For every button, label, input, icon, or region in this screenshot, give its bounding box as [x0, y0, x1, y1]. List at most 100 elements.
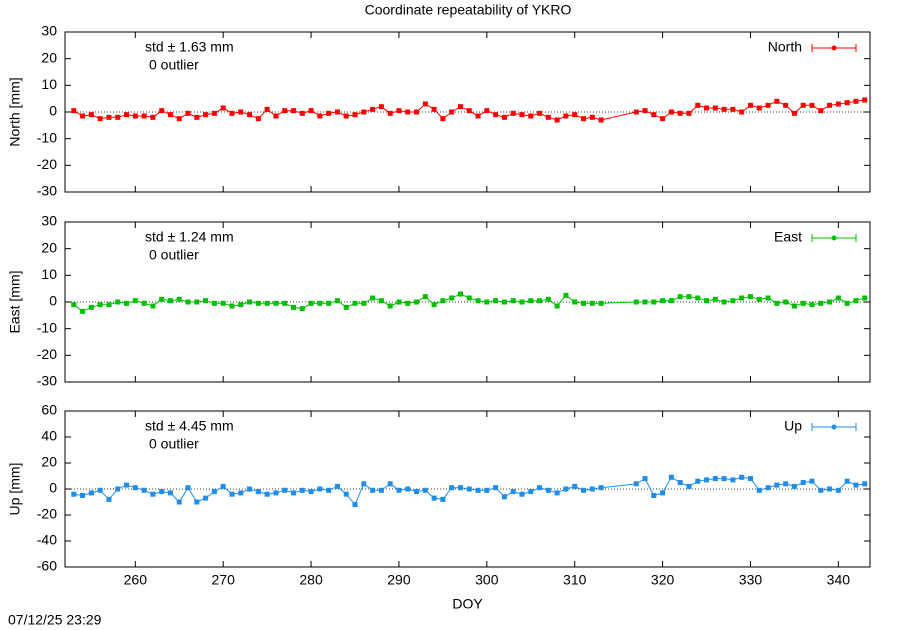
data-point — [537, 298, 543, 304]
data-point — [844, 100, 850, 106]
data-point — [431, 106, 437, 112]
data-point — [581, 487, 587, 493]
data-point — [290, 108, 296, 114]
data-point — [712, 105, 718, 111]
data-point — [660, 116, 666, 122]
data-point — [361, 300, 367, 306]
data-point — [115, 299, 121, 305]
y-tick-label: -30 — [37, 373, 57, 389]
data-point — [326, 110, 332, 116]
data-point — [88, 490, 94, 496]
data-point — [563, 113, 569, 119]
data-point — [211, 300, 217, 306]
data-point — [141, 113, 147, 119]
data-point — [264, 300, 270, 306]
data-point — [642, 299, 648, 305]
y-tick-label: 10 — [41, 76, 57, 92]
data-point — [167, 490, 173, 496]
data-point — [739, 295, 745, 301]
x-tick-label: 320 — [651, 572, 675, 588]
data-point — [633, 481, 639, 487]
outlier-annotation: 0 outlier — [149, 436, 199, 452]
data-point — [457, 104, 463, 110]
data-point — [704, 105, 710, 111]
data-point — [203, 112, 209, 118]
y-axis-label: North [mm] — [7, 77, 23, 146]
data-point — [343, 491, 349, 497]
data-point — [317, 113, 323, 119]
y-tick-label: -30 — [37, 183, 57, 199]
data-point — [809, 478, 815, 484]
data-point — [422, 294, 428, 300]
data-point — [132, 298, 138, 304]
data-point — [554, 490, 560, 496]
data-point — [387, 303, 393, 309]
data-point — [247, 112, 253, 118]
data-point — [185, 110, 191, 116]
data-point — [853, 298, 859, 304]
data-point — [88, 304, 94, 310]
data-point — [299, 110, 305, 116]
data-point — [378, 298, 384, 304]
data-point — [484, 108, 490, 114]
data-point — [853, 482, 859, 488]
data-point — [756, 105, 762, 111]
data-point — [273, 300, 279, 306]
data-point — [633, 299, 639, 305]
data-point — [853, 98, 859, 104]
data-point — [774, 300, 780, 306]
x-tick-label: 310 — [563, 572, 587, 588]
data-point — [862, 295, 868, 301]
y-tick-label: -40 — [37, 532, 57, 548]
data-point — [783, 481, 789, 487]
data-point — [396, 487, 402, 493]
data-point — [651, 299, 657, 305]
data-point — [317, 486, 323, 492]
data-point — [159, 108, 165, 114]
data-point — [370, 106, 376, 112]
data-point — [581, 116, 587, 122]
data-point — [97, 302, 103, 308]
y-tick-label: 20 — [41, 454, 57, 470]
data-point — [361, 109, 367, 115]
data-point — [414, 109, 420, 115]
data-point — [721, 476, 727, 482]
data-point — [501, 299, 507, 305]
data-point — [668, 298, 674, 304]
data-point — [695, 478, 701, 484]
timestamp: 07/12/25 23:29 — [8, 612, 102, 628]
data-point — [115, 114, 121, 120]
data-point — [545, 296, 551, 302]
data-point — [167, 112, 173, 118]
data-point — [449, 109, 455, 115]
data-point — [370, 487, 376, 493]
data-point — [255, 300, 261, 306]
data-point — [282, 300, 288, 306]
y-tick-label: 0 — [49, 480, 57, 496]
data-point — [97, 116, 103, 122]
y-tick-label: -20 — [37, 156, 57, 172]
data-point — [572, 112, 578, 118]
data-point — [537, 485, 543, 491]
data-point — [721, 299, 727, 305]
data-point — [334, 298, 340, 304]
data-point — [273, 490, 279, 496]
data-point — [800, 300, 806, 306]
data-point — [449, 485, 455, 491]
data-point — [756, 487, 762, 493]
data-point — [677, 480, 683, 485]
legend-swatch — [831, 424, 837, 430]
data-point — [747, 476, 753, 482]
x-tick-label: 290 — [387, 572, 411, 588]
data-point — [589, 114, 595, 120]
data-point — [475, 487, 481, 493]
data-point — [80, 113, 86, 119]
data-point — [783, 102, 789, 108]
data-point — [598, 485, 604, 491]
data-point — [115, 486, 121, 492]
data-point — [501, 494, 507, 500]
data-point — [334, 483, 340, 489]
data-point — [405, 109, 411, 115]
data-point — [747, 294, 753, 300]
